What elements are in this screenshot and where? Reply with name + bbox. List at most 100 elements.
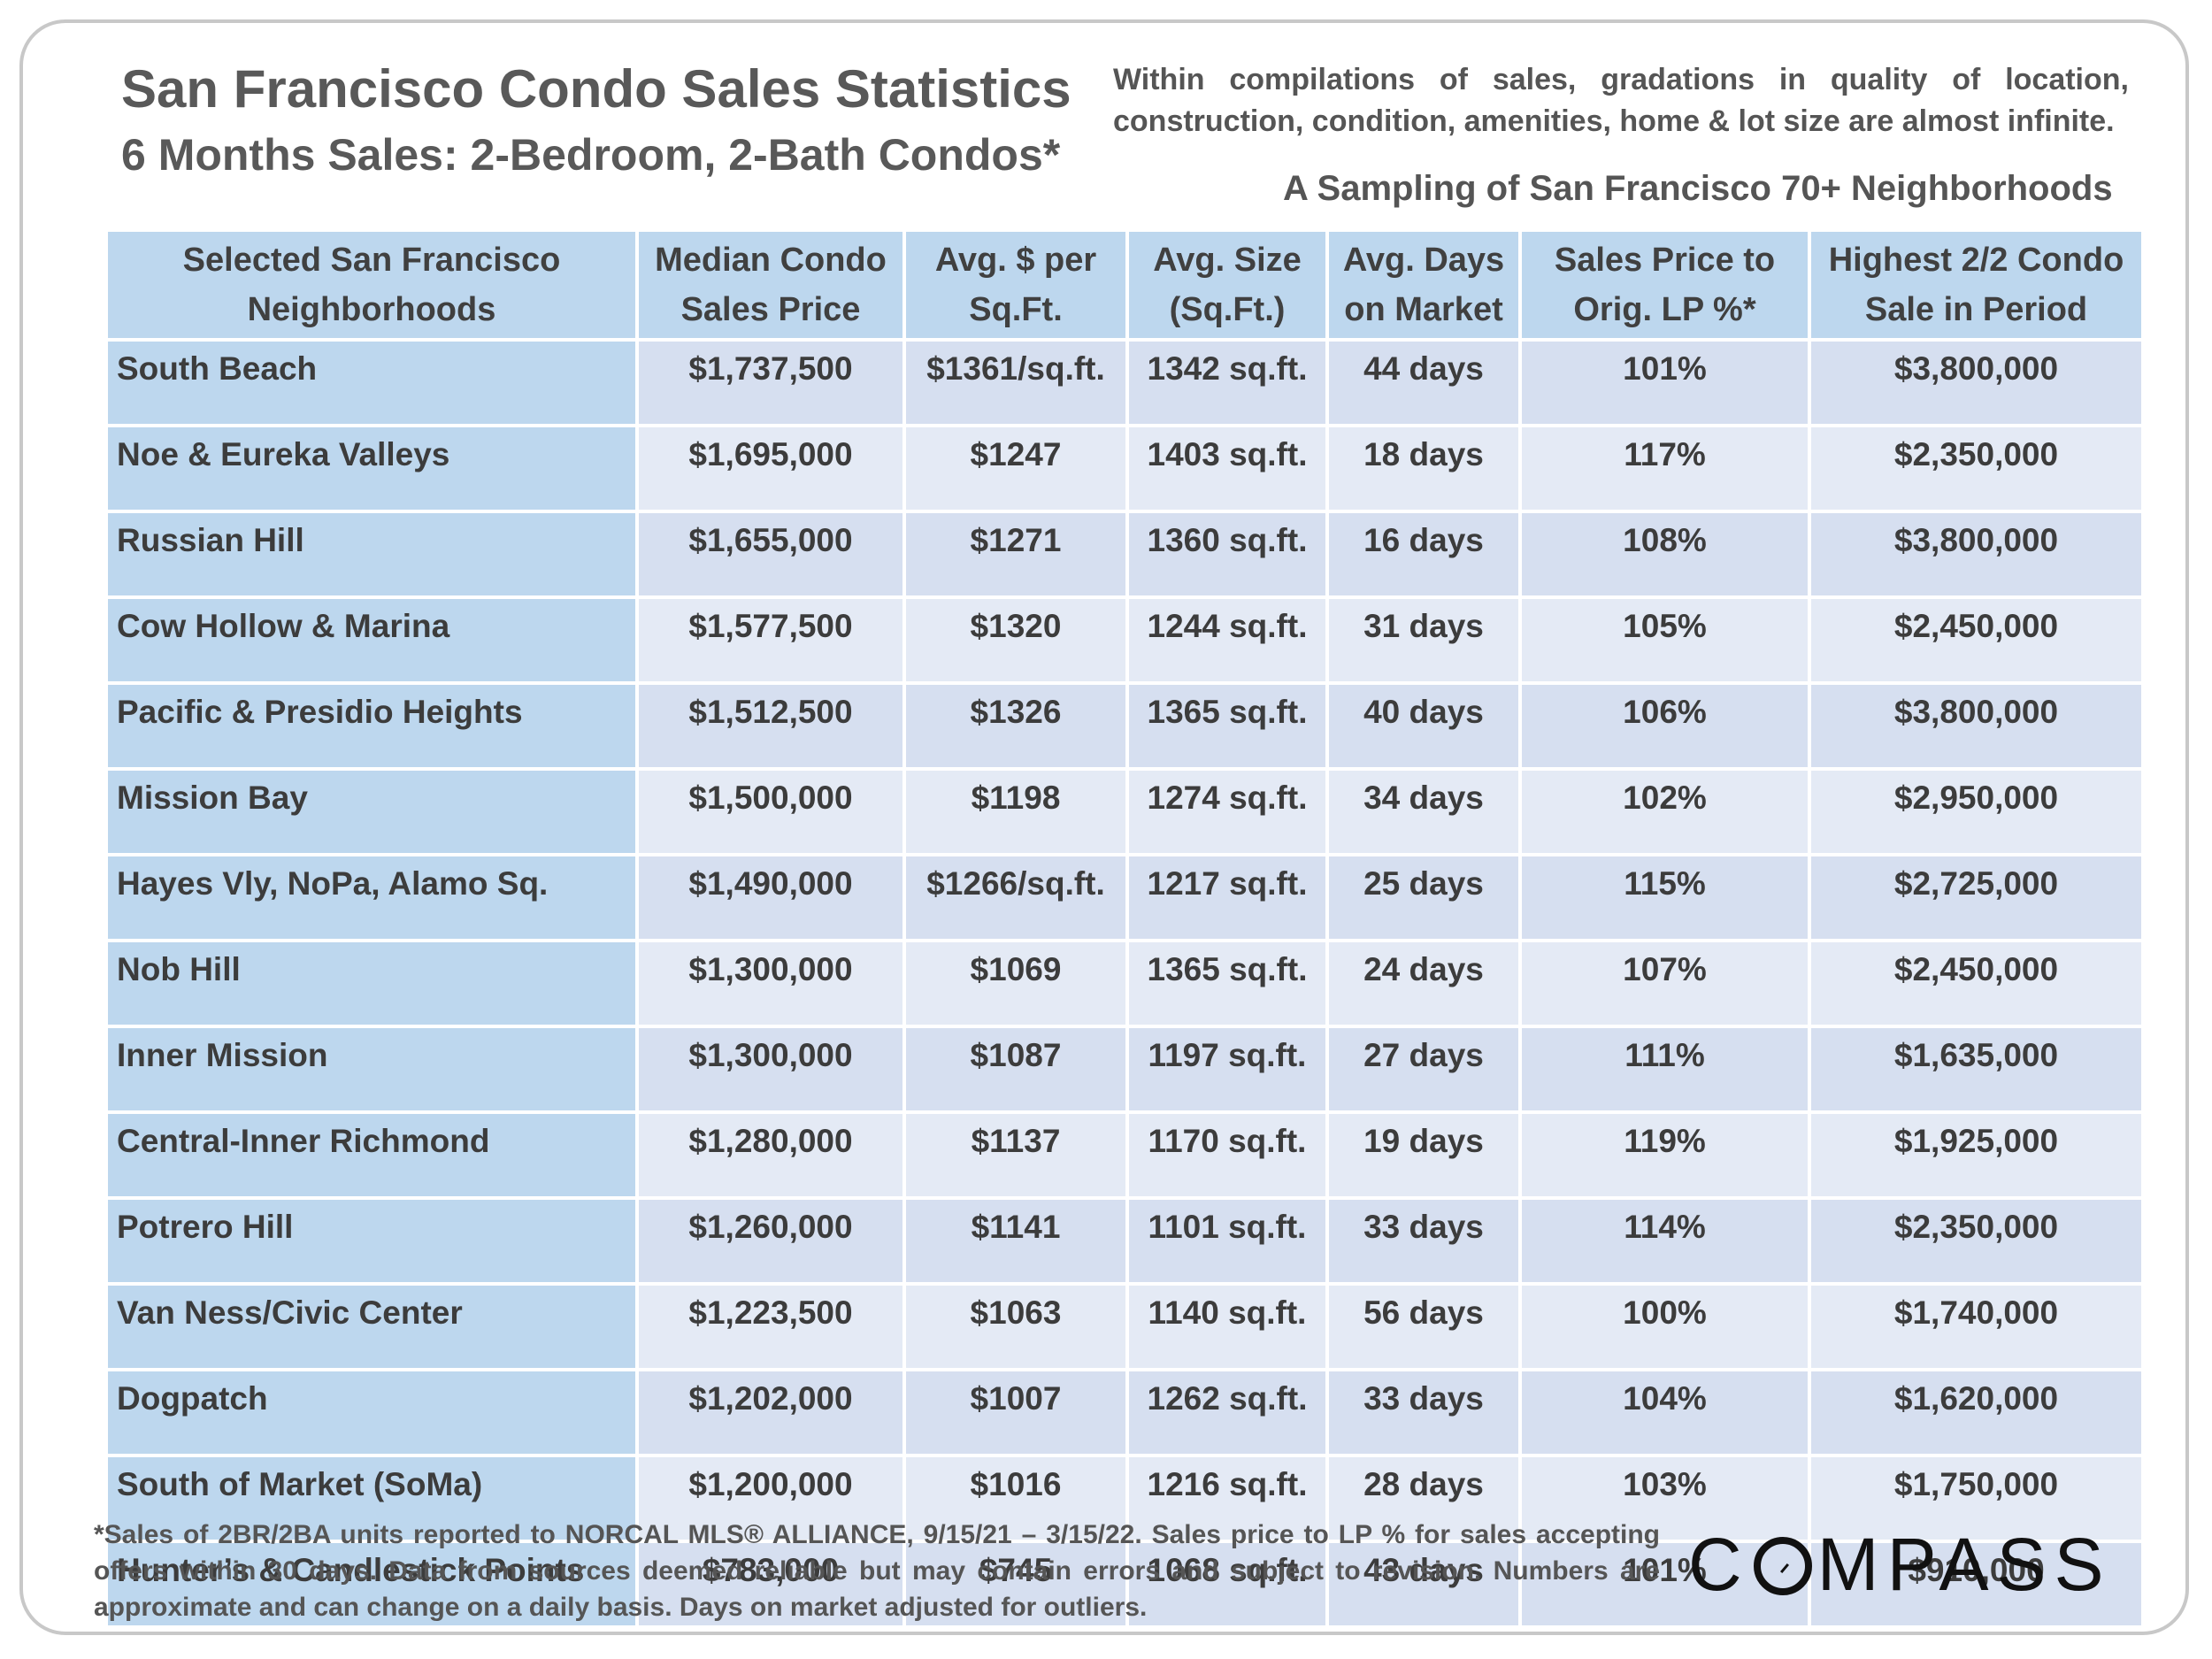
- cell-sale-to-list: 119%: [1520, 1112, 1811, 1200]
- cell-highest-sale: $3,800,000: [1809, 683, 2141, 771]
- cell-sale-to-list: 101%: [1520, 340, 1811, 427]
- column-header-days-on-market: Avg. Days on Market: [1327, 232, 1522, 342]
- cell-highest-sale: $2,450,000: [1809, 597, 2141, 685]
- column-header-median-price: Median Condo Sales Price: [637, 232, 906, 342]
- column-header-line: Avg. $ per: [934, 242, 1097, 279]
- table-row: South of Market (SoMa) $1,200,000 $1016 121…: [108, 1455, 2141, 1543]
- cell-avg-size: 1365 sq.ft.: [1127, 683, 1329, 771]
- cell-highest-sale: $1,740,000: [1809, 1284, 2141, 1371]
- table-body: South Beach $1,737,500 $1361/sq.ft. 1342 sq…: [108, 340, 2141, 1629]
- cell-sale-to-list: 111%: [1520, 1026, 1811, 1114]
- cell-days-on-market: 43 days: [1327, 1541, 1522, 1629]
- cell-price-per-sqft: $1007: [904, 1370, 1129, 1457]
- cell-neighborhood: Cow Hollow & Marina: [108, 597, 639, 685]
- cell-neighborhood: Hayes Vly, NoPa, Alamo Sq.: [108, 855, 639, 942]
- cell-neighborhood: Mission Bay: [108, 769, 639, 856]
- cell-price-per-sqft: $1326: [904, 683, 1129, 771]
- cell-neighborhood: Van Ness/Civic Center: [108, 1284, 639, 1371]
- cell-days-on-market: 33 days: [1327, 1198, 1522, 1286]
- column-header-line: Sales Price: [680, 291, 861, 328]
- cell-price-per-sqft: $1063: [904, 1284, 1129, 1371]
- cell-median-price: $1,260,000: [637, 1198, 906, 1286]
- cell-neighborhood: Pacific & Presidio Heights: [108, 683, 639, 771]
- cell-price-per-sqft: $1137: [904, 1112, 1129, 1200]
- column-header-line: Sale in Period: [1864, 291, 2088, 328]
- cell-sale-to-list: 100%: [1520, 1284, 1811, 1371]
- table-row: Cow Hollow & Marina $1,577,500 $1320 1244 s…: [108, 597, 2141, 685]
- cell-price-per-sqft: $1361/sq.ft.: [904, 340, 1129, 427]
- column-header-line: Neighborhoods: [247, 291, 496, 328]
- cell-price-per-sqft: $1320: [904, 597, 1129, 685]
- header-note-line-1: Within compilations of sales, gradations…: [1113, 63, 2129, 96]
- cell-highest-sale: $1,635,000: [1809, 1026, 2141, 1114]
- column-header-avg-size: Avg. Size (Sq.Ft.): [1127, 232, 1329, 342]
- cell-neighborhood: Central-Inner Richmond: [108, 1112, 639, 1200]
- cell-neighborhood: South Beach: [108, 340, 639, 427]
- cell-sale-to-list: 114%: [1520, 1198, 1811, 1286]
- cell-price-per-sqft: $1087: [904, 1026, 1129, 1114]
- cell-highest-sale: $2,725,000: [1809, 855, 2141, 942]
- table-header-row: Selected San Francisco Neighborhoods Media…: [108, 232, 2141, 342]
- table-row: Nob Hill $1,300,000 $1069 1365 sq.ft. 24 day…: [108, 941, 2141, 1028]
- compass-logo: C MPASS: [1688, 1520, 2112, 1609]
- cell-avg-size: 1342 sq.ft.: [1127, 340, 1329, 427]
- cell-highest-sale: $1,750,000: [1809, 1455, 2141, 1543]
- cell-median-price: $1,577,500: [637, 597, 906, 685]
- cell-neighborhood: South of Market (SoMa): [108, 1455, 639, 1543]
- cell-median-price: $1,695,000: [637, 426, 906, 513]
- table-row: South Beach $1,737,500 $1361/sq.ft. 1342 sq…: [108, 340, 2141, 427]
- column-header-line: Orig. LP %*: [1573, 291, 1756, 328]
- cell-sale-to-list: 106%: [1520, 683, 1811, 771]
- cell-median-price: $1,300,000: [637, 1026, 906, 1114]
- column-header-sale-to-list: Sales Price to Orig. LP %*: [1520, 232, 1811, 342]
- cell-days-on-market: 44 days: [1327, 340, 1522, 427]
- cell-avg-size: 1216 sq.ft.: [1127, 1455, 1329, 1543]
- cell-days-on-market: 28 days: [1327, 1455, 1522, 1543]
- cell-median-price: $1,737,500: [637, 340, 906, 427]
- cell-sale-to-list: 117%: [1520, 426, 1811, 513]
- column-header-line: Sq.Ft.: [969, 291, 1063, 328]
- cell-price-per-sqft: $1266/sq.ft.: [904, 855, 1129, 942]
- page-title: San Francisco Condo Sales Statistics: [121, 59, 1071, 119]
- cell-avg-size: 1197 sq.ft.: [1127, 1026, 1329, 1114]
- cell-highest-sale: $910,000: [1809, 1541, 2141, 1629]
- cell-median-price: $1,300,000: [637, 941, 906, 1028]
- cell-days-on-market: 40 days: [1327, 683, 1522, 771]
- cell-highest-sale: $1,925,000: [1809, 1112, 2141, 1200]
- table-row: Mission Bay $1,500,000 $1198 1274 sq.ft. 34 …: [108, 769, 2141, 856]
- cell-days-on-market: 24 days: [1327, 941, 1522, 1028]
- cell-avg-size: 1360 sq.ft.: [1127, 511, 1329, 599]
- cell-highest-sale: $3,800,000: [1809, 511, 2141, 599]
- table-row: Russian Hill $1,655,000 $1271 1360 sq.ft. 16…: [108, 511, 2141, 599]
- cell-avg-size: 1101 sq.ft.: [1127, 1198, 1329, 1286]
- condo-stats-table: Selected San Francisco Neighborhoods Media…: [108, 232, 2141, 1629]
- table-row: Noe & Eureka Valleys $1,695,000 $1247 1403 …: [108, 426, 2141, 513]
- cell-neighborhood: Inner Mission: [108, 1026, 639, 1114]
- cell-sale-to-list: 105%: [1520, 597, 1811, 685]
- compass-o-icon: [1753, 1537, 1812, 1595]
- column-header-line: Sales Price to: [1554, 242, 1776, 279]
- table-row: Hayes Vly, NoPa, Alamo Sq. $1,490,000 $126…: [108, 855, 2141, 942]
- cell-sale-to-list: 107%: [1520, 941, 1811, 1028]
- cell-price-per-sqft: $1247: [904, 426, 1129, 513]
- logo-prefix: C: [1688, 1523, 1750, 1606]
- cell-median-price: $1,280,000: [637, 1112, 906, 1200]
- cell-price-per-sqft: $1198: [904, 769, 1129, 856]
- column-header-neighborhood: Selected San Francisco Neighborhoods: [108, 232, 639, 342]
- cell-median-price: $1,490,000: [637, 855, 906, 942]
- logo-suffix: MPASS: [1816, 1523, 2112, 1606]
- column-header-highest-sale: Highest 2/2 Condo Sale in Period: [1809, 232, 2141, 342]
- cell-sale-to-list: 104%: [1520, 1370, 1811, 1457]
- cell-highest-sale: $2,950,000: [1809, 769, 2141, 856]
- cell-median-price: $1,655,000: [637, 511, 906, 599]
- table-row: Hunter’s & Candlestick Points $783,000 $74…: [108, 1541, 2141, 1629]
- cell-price-per-sqft: $745: [904, 1541, 1129, 1629]
- sampling-caption: A Sampling of San Francisco 70+ Neighbor…: [1283, 169, 2113, 208]
- cell-avg-size: 1244 sq.ft.: [1127, 597, 1329, 685]
- cell-median-price: $1,500,000: [637, 769, 906, 856]
- header-note-line-2: construction, condition, amenities, home…: [1113, 104, 2115, 138]
- cell-days-on-market: 34 days: [1327, 769, 1522, 856]
- cell-neighborhood: Hunter’s & Candlestick Points: [108, 1541, 639, 1629]
- cell-sale-to-list: 115%: [1520, 855, 1811, 942]
- cell-median-price: $1,512,500: [637, 683, 906, 771]
